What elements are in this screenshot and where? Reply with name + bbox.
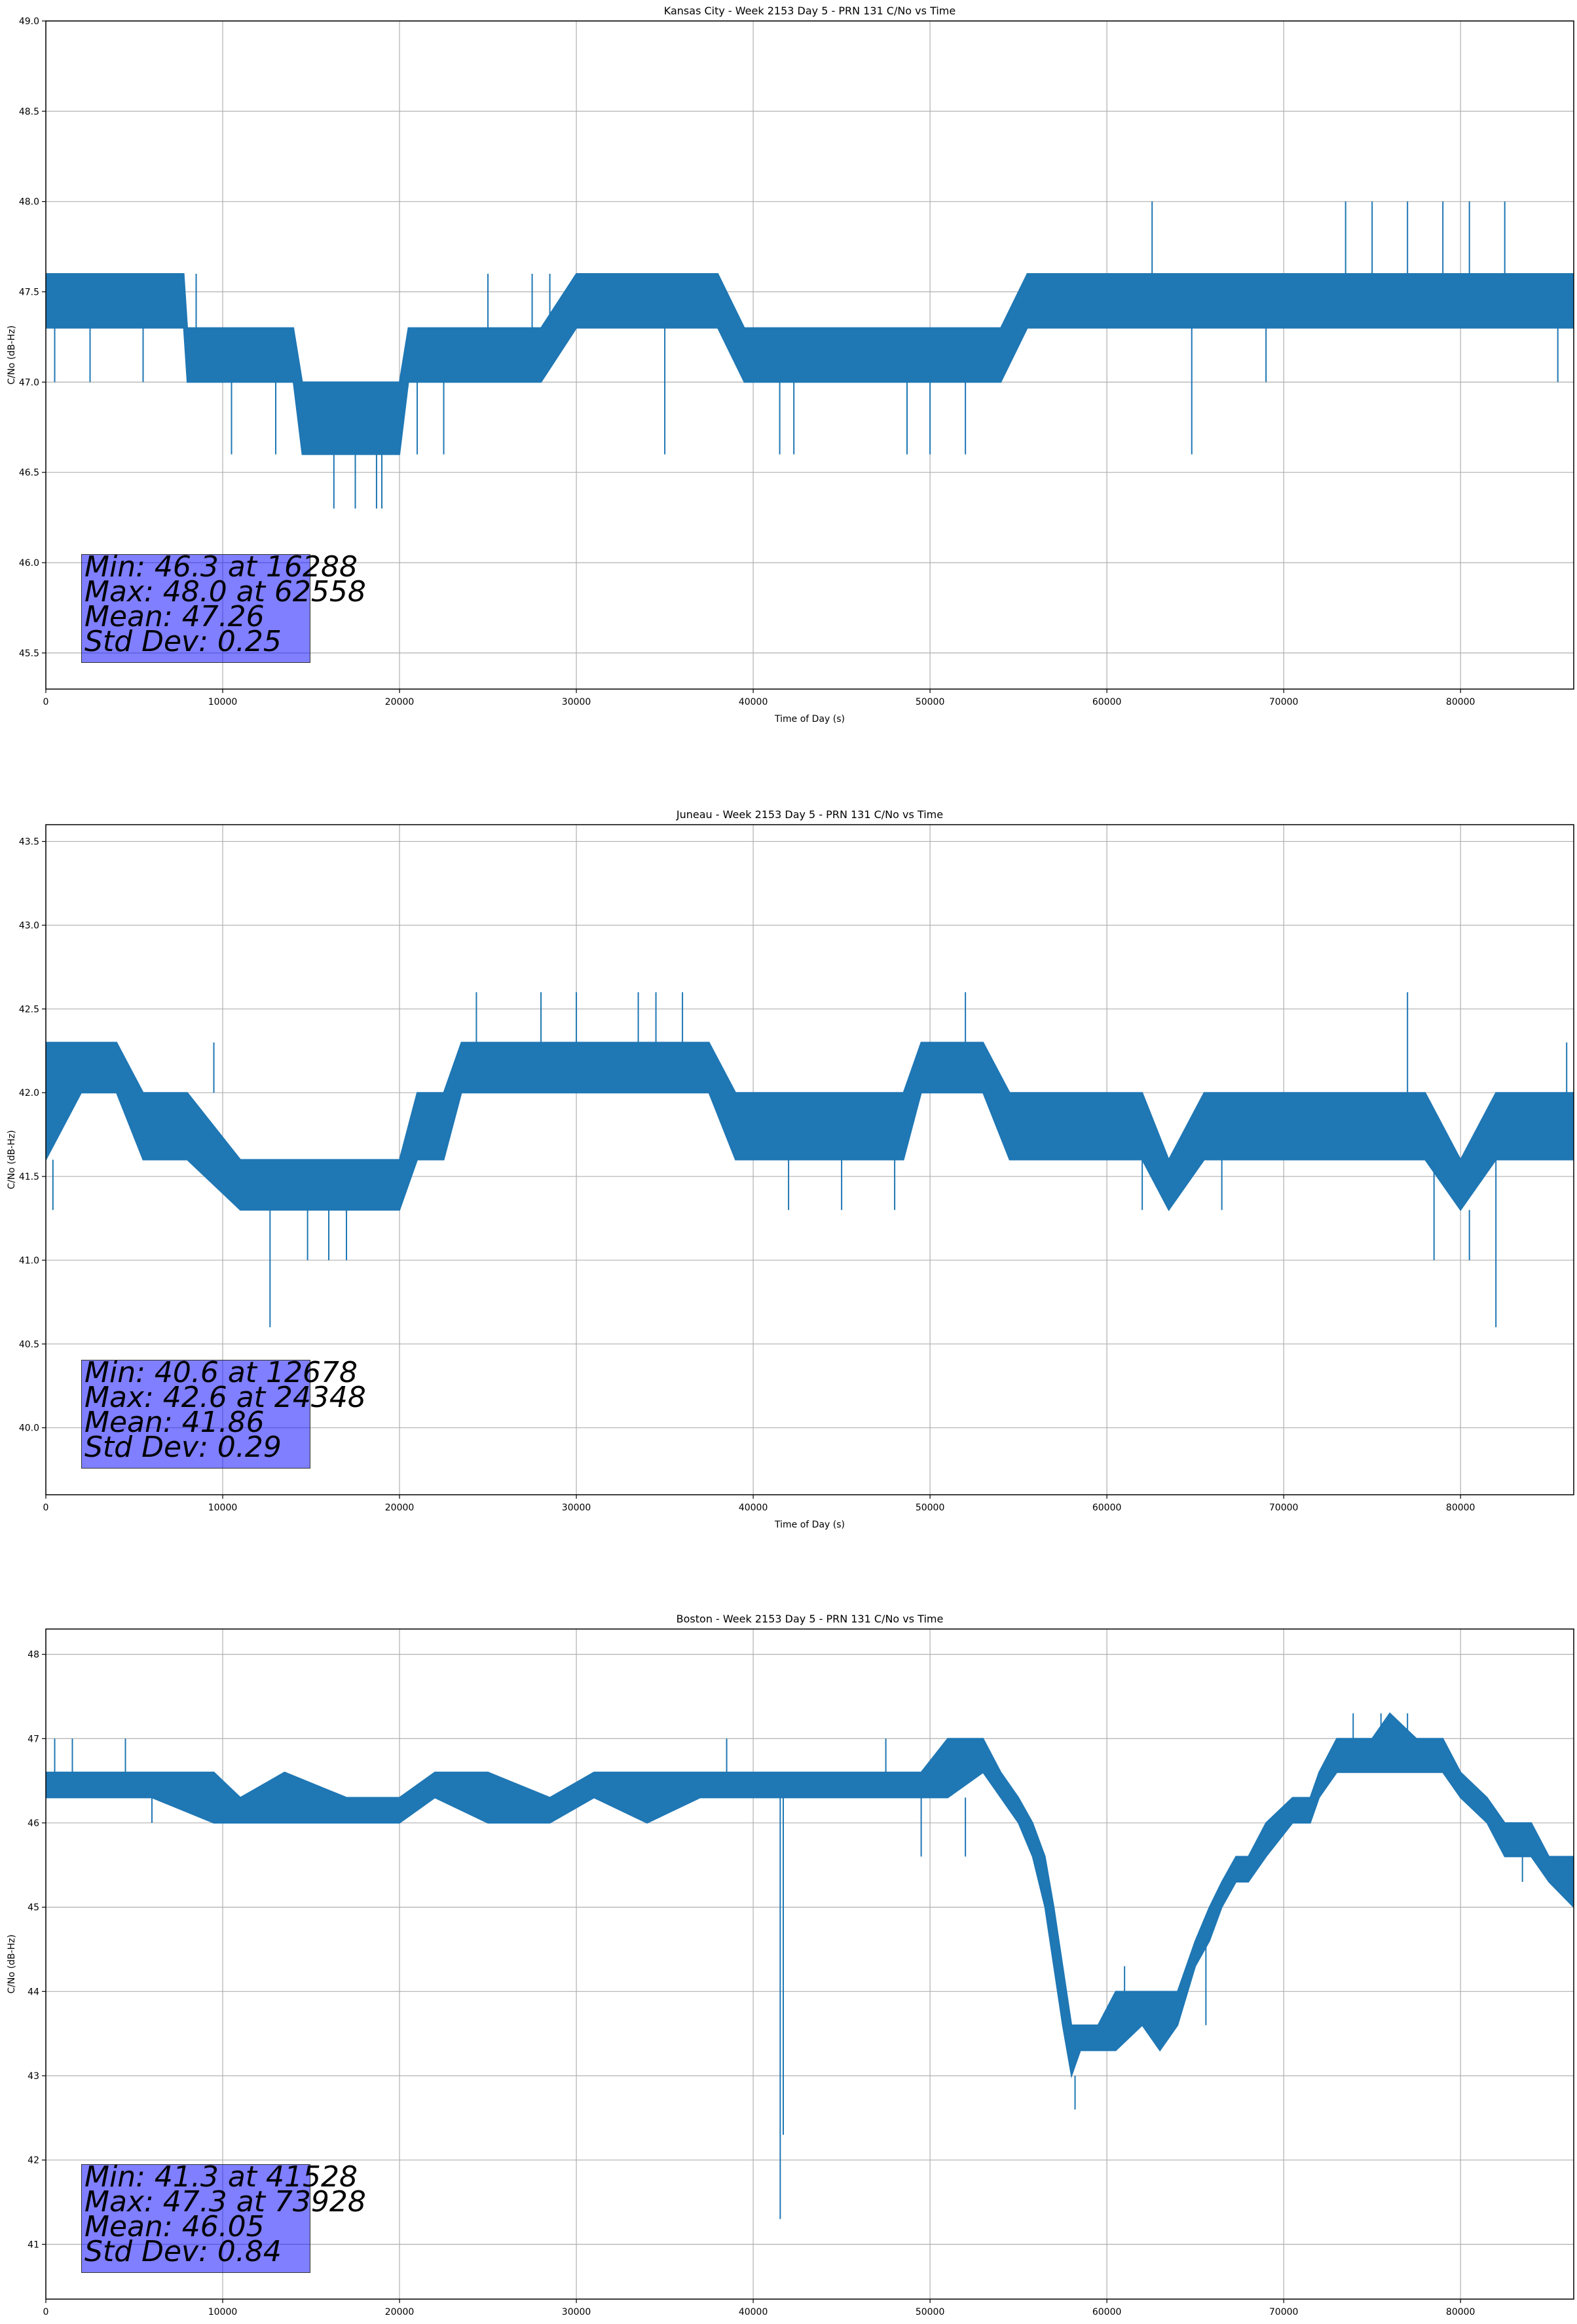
- y-tick-label: 41.0: [19, 1256, 39, 1266]
- stats-mean: Mean: 46.05: [84, 2210, 265, 2243]
- y-tick-label: 40.0: [19, 1423, 39, 1434]
- stats-max: Max: 42.6 at 24348: [84, 1381, 366, 1414]
- y-tick-label: 44: [28, 1987, 39, 1997]
- y-tick-label: 48.0: [19, 197, 39, 208]
- x-tick-label: 80000: [1446, 1503, 1475, 1513]
- stats-std-dev: Std Dev: 0.25: [84, 625, 282, 658]
- series-group: [46, 201, 1574, 509]
- x-tick-label: 0: [43, 2307, 49, 2317]
- y-tick-label: 42.5: [19, 1004, 39, 1015]
- y-tick-label: 42: [28, 2156, 39, 2166]
- x-tick-label: 20000: [385, 697, 415, 707]
- x-axis-label: Time of Day (s): [774, 1520, 845, 1530]
- x-tick-label: 30000: [562, 1503, 591, 1513]
- y-tick-label: 41: [28, 2240, 39, 2250]
- y-tick-label: 41.5: [19, 1172, 39, 1182]
- x-tick-label: 40000: [739, 1503, 768, 1513]
- y-tick-label: 49.0: [19, 16, 39, 27]
- y-axis-label: C/No (dB-Hz): [7, 1130, 17, 1189]
- y-tick-label: 43: [28, 2071, 39, 2082]
- y-tick-label: 47: [28, 1734, 39, 1744]
- chart-title: Boston - Week 2153 Day 5 - PRN 131 C/No …: [677, 1613, 944, 1625]
- y-tick-label: 46.0: [19, 558, 39, 569]
- juneau-chart: 0 10000 20000 30000 40000 50000 60000 70000 8000…: [7, 808, 1574, 1530]
- x-tick-label: 70000: [1269, 2307, 1299, 2317]
- series-group: [46, 1712, 1574, 2219]
- series-group: [46, 992, 1574, 1328]
- y-tick-label: 43.0: [19, 920, 39, 931]
- stats-std-dev: Std Dev: 0.84: [84, 2235, 282, 2268]
- x-tick-label: 10000: [208, 2307, 238, 2317]
- x-tick-label: 60000: [1092, 2307, 1122, 2317]
- y-tick-label: 48.5: [19, 107, 39, 117]
- stats-mean: Mean: 47.26: [84, 600, 265, 633]
- stats-max: Max: 48.0 at 62558: [84, 575, 366, 609]
- x-tick-label: 30000: [562, 697, 591, 707]
- y-tick-label: 40.5: [19, 1340, 39, 1350]
- kansas-city-stats-box: Min: 46.3 at 16288 Max: 48.0 at 62558 Me…: [81, 553, 366, 663]
- y-tick-label: 43.5: [19, 837, 39, 848]
- y-tick-label: 45.5: [19, 648, 39, 659]
- stats-std-dev: Std Dev: 0.29: [84, 1431, 282, 1464]
- y-tick-label: 47.0: [19, 377, 39, 388]
- cno-series-band: [46, 1041, 1574, 1212]
- x-tick-label: 80000: [1446, 697, 1475, 707]
- y-axis-label: C/No (dB-Hz): [7, 326, 17, 384]
- boston-chart: 0 10000 20000 30000 40000 50000 60000 70000 8000…: [7, 1613, 1574, 2317]
- x-tick-label: 70000: [1269, 697, 1299, 707]
- kansas-city-chart: 0 10000 20000 30000 40000 50000 60000 70000 8000…: [7, 5, 1574, 724]
- x-tick-label: 50000: [916, 1503, 945, 1513]
- y-axis-label: C/No (dB-Hz): [7, 1934, 17, 1993]
- x-tick-label: 80000: [1446, 2307, 1475, 2317]
- y-tick-label: 42.0: [19, 1088, 39, 1098]
- x-tick-label: 50000: [916, 697, 945, 707]
- y-tick-label: 46: [28, 1818, 39, 1829]
- x-tick-label: 10000: [208, 1503, 238, 1513]
- x-tick-label: 0: [43, 1503, 49, 1513]
- x-axis-label: Time of Day (s): [774, 714, 845, 724]
- plot-frame: [45, 824, 1574, 1495]
- stats-mean: Mean: 41.86: [84, 1406, 265, 1439]
- x-tick-label: 50000: [916, 2307, 945, 2317]
- x-tick-label: 30000: [562, 2307, 591, 2317]
- x-tick-label: 0: [43, 697, 49, 707]
- juneau-stats-box: Min: 40.6 at 12678 Max: 42.6 at 24348 Me…: [81, 1359, 366, 1469]
- y-tick-label: 45: [28, 1903, 39, 1913]
- chart-title: Kansas City - Week 2153 Day 5 - PRN 131 …: [664, 5, 955, 17]
- cno-series-band: [46, 1712, 1574, 2078]
- x-tick-label: 10000: [208, 697, 238, 707]
- x-tick-label: 60000: [1092, 1503, 1122, 1513]
- x-tick-label: 60000: [1092, 697, 1122, 707]
- x-tick-label: 70000: [1269, 1503, 1299, 1513]
- y-tick-label: 47.5: [19, 288, 39, 298]
- y-tick-label: 46.5: [19, 468, 39, 478]
- boston-stats-box: Min: 41.3 at 41528 Max: 47.3 at 73928 Me…: [81, 2163, 366, 2273]
- plot-frame: [45, 1628, 1574, 2300]
- y-tick-label: 48: [28, 1650, 39, 1660]
- plot-frame: [45, 20, 1574, 690]
- cno-series-band: [46, 272, 1574, 455]
- x-tick-label: 20000: [385, 2307, 415, 2317]
- chart-title: Juneau - Week 2153 Day 5 - PRN 131 C/No …: [676, 808, 943, 821]
- x-tick-label: 40000: [739, 2307, 768, 2317]
- x-tick-label: 20000: [385, 1503, 415, 1513]
- x-tick-label: 40000: [739, 697, 768, 707]
- stats-max: Max: 47.3 at 73928: [84, 2185, 366, 2219]
